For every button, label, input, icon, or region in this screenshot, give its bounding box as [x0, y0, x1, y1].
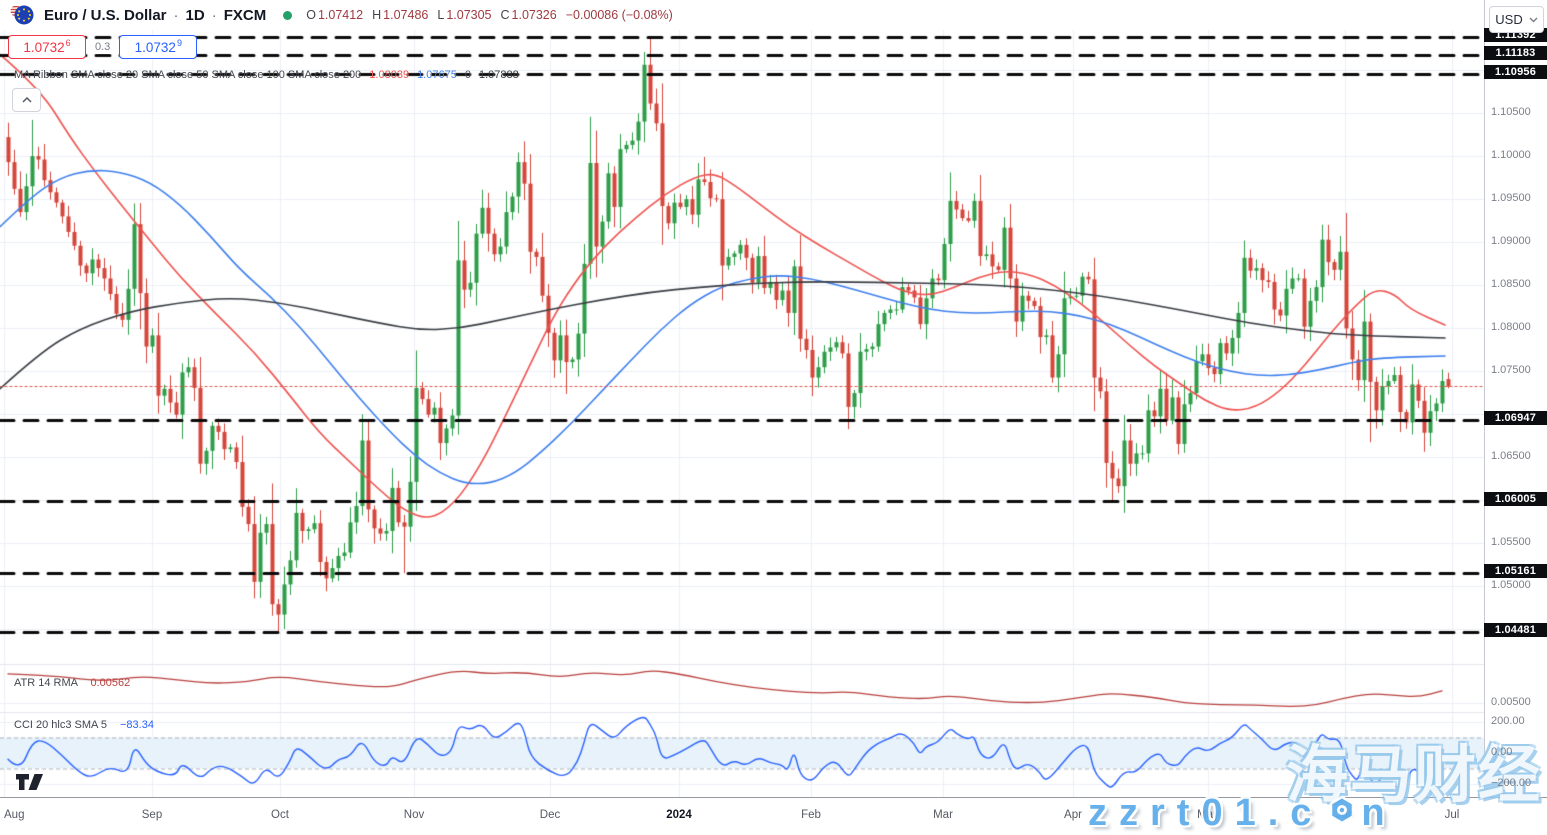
gear-icon	[1327, 792, 1357, 835]
sell-button[interactable]: 1.0732 6	[8, 35, 86, 59]
ohlc-readout: O 1.07412 H 1.07486 L 1.07305 C 1.07326 …	[306, 8, 673, 22]
buy-sell-widget: 1.0732 6 0.3 1.0732 9	[8, 35, 198, 59]
change-value: −0.00086 (−0.08%)	[565, 8, 673, 22]
currency-unit-label: USD	[1495, 12, 1523, 27]
title-separator: ·	[173, 6, 179, 24]
open-label: O	[306, 8, 316, 22]
site-watermark-cjk: 海马财经	[1286, 741, 1543, 810]
collapse-pane-button[interactable]	[12, 88, 41, 112]
spread-value: 0.3	[92, 40, 114, 54]
open-value: 1.07412	[317, 8, 364, 22]
ma-ribbon-value: 1.07675	[417, 69, 457, 81]
atr-value: 0.00562	[90, 677, 131, 689]
exchange-label: FXCM	[223, 6, 267, 24]
sell-price-sup: 6	[65, 38, 71, 48]
time-axis[interactable]	[0, 797, 1484, 835]
cci-value: −83.34	[120, 719, 154, 731]
watermark-domain-suffix: n	[1361, 792, 1397, 834]
chart-canvas[interactable]	[0, 0, 1484, 797]
watermark-domain-prefix: zzrt01.c	[1088, 792, 1324, 834]
ma-ribbon-label: MA Ribbon SMA close 20 SMA close 50 SMA …	[14, 69, 362, 81]
symbol-header: Euro / U.S. Dollar · 1D · FXCM O 1.07412…	[0, 0, 1484, 30]
currency-pair-icon	[8, 4, 38, 26]
close-label: C	[500, 8, 510, 22]
buy-button[interactable]: 1.0732 9	[119, 35, 198, 59]
currency-unit-button[interactable]: USD	[1489, 6, 1544, 33]
ma-ribbon-legend[interactable]: MA Ribbon SMA close 20 SMA close 50 SMA …	[14, 69, 519, 81]
high-label: H	[372, 8, 382, 22]
ma-ribbon-value: 0	[464, 69, 471, 81]
title-separator2: ·	[211, 6, 217, 24]
cci-label: CCI 20 hlc3 SMA 5	[14, 719, 107, 731]
pair-title[interactable]: Euro / U.S. Dollar	[44, 6, 167, 24]
buy-price-sup: 9	[176, 38, 182, 48]
interval-label[interactable]: 1D	[185, 6, 205, 24]
low-label: L	[437, 8, 445, 22]
chevron-down-icon	[1529, 17, 1538, 22]
cci-legend[interactable]: CCI 20 hlc3 SMA 5 −83.34	[14, 719, 154, 731]
ma-ribbon-value: 1.08039	[369, 69, 410, 81]
site-watermark-domain: zzrt01.c n	[1088, 792, 1397, 835]
sell-price: 1.0732	[23, 39, 65, 55]
chevron-up-icon	[21, 97, 32, 103]
buy-price: 1.0732	[134, 39, 176, 55]
price-axis[interactable]	[1484, 0, 1547, 835]
high-value: 1.07486	[383, 8, 429, 22]
market-open-dot-icon	[283, 10, 293, 20]
ma-ribbon-values: 1.08039 1.07675 0 1.07888	[361, 69, 518, 81]
low-value: 1.07305	[446, 8, 492, 22]
tradingview-logo[interactable]	[16, 774, 44, 795]
atr-legend[interactable]: ATR 14 RMA 0.00562	[14, 677, 130, 689]
axis-corner	[1484, 797, 1547, 835]
close-value: 1.07326	[511, 8, 557, 22]
ma-ribbon-value: 1.07888	[478, 69, 519, 81]
atr-label: ATR 14 RMA	[14, 677, 78, 689]
